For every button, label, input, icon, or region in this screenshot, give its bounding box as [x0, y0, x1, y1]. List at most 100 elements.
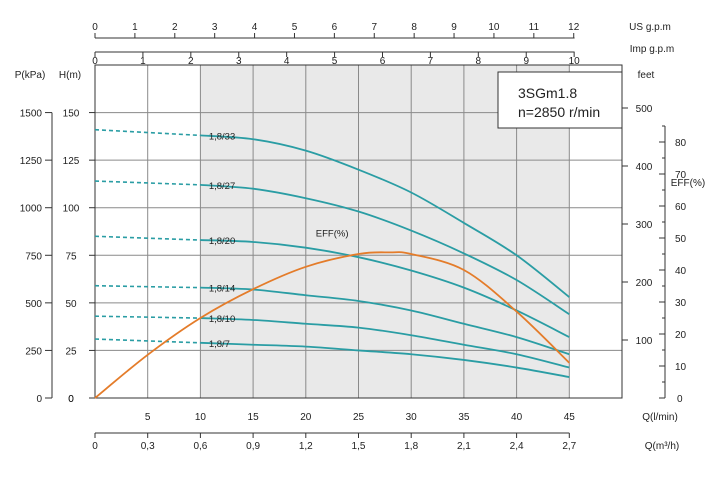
usgpm-tick-label: 2: [172, 22, 178, 33]
pressure-tick-label: 750: [25, 251, 42, 262]
usgpm-tick-label: 0: [92, 22, 98, 33]
feet-tick-label: 200: [636, 278, 653, 289]
head-curve-dashed: [94, 315, 201, 319]
curve-label: 1,8/33: [209, 131, 235, 142]
eff-tick-label: 80: [675, 138, 687, 149]
usgpm-unit: US g.p.m: [629, 22, 671, 33]
head-curves: 1,8/33 1,8/27 1,8/20 1,8/14 1,8/10 1,8/7: [94, 128, 570, 378]
impgpm-tick-label: 1: [140, 56, 146, 67]
eff-tick-label: 10: [675, 362, 687, 373]
head-curve-dashed: [94, 284, 201, 289]
head-curve: [200, 183, 570, 316]
curve-label: 1,8/14: [209, 284, 235, 295]
head-curve-dashed: [94, 180, 201, 186]
curve-label: 1,8/20: [209, 236, 235, 247]
impgpm-unit: Imp g.p.m: [630, 44, 674, 55]
efficiency-curve: EFF(%): [94, 228, 570, 399]
flow-tick-label: 15: [248, 412, 260, 423]
eff-tick-label: 70: [675, 170, 687, 181]
head-curve: [200, 317, 570, 369]
info-box: 3SGm1.8 n=2850 r/min: [497, 71, 623, 129]
flow-zero-label: 0: [68, 394, 74, 405]
head-curve: [200, 286, 570, 356]
eff-tick-label: 50: [675, 234, 687, 245]
speed-label: n=2850 r/min: [518, 104, 600, 120]
eff-tick-label: 40: [675, 266, 687, 277]
usgpm-tick-label: 3: [212, 22, 218, 33]
feet-tick-label: 100: [636, 336, 653, 347]
impgpm-tick-label: 0: [92, 56, 98, 67]
head-tick-label: 50: [65, 299, 77, 310]
pressure-tick-label: 250: [25, 346, 42, 357]
m3h-tick-label: 0,3: [141, 441, 155, 452]
curve-label: 1,8/10: [209, 314, 235, 325]
usgpm-tick-label: 10: [488, 22, 500, 33]
efficiency-line: [94, 251, 570, 399]
m3h-tick-label: 2,1: [457, 441, 471, 452]
head-tick-label: 25: [65, 346, 77, 357]
head-curve-dashed: [94, 128, 201, 137]
pressure-unit: P(kPa): [15, 70, 46, 81]
usgpm-tick-label: 9: [451, 22, 457, 33]
head-tick-label: 0: [68, 394, 74, 405]
head-tick-label: 125: [63, 156, 80, 167]
m3h-tick-label: 1,8: [404, 441, 418, 452]
impgpm-tick-label: 8: [476, 56, 482, 67]
head-tick-label: 75: [65, 251, 77, 262]
head-tick-label: 150: [63, 109, 80, 120]
impgpm-tick-label: 5: [332, 56, 338, 67]
usgpm-tick-label: 1: [132, 22, 138, 33]
chart-axes: 02550751001251500250500750100012501500P(…: [15, 22, 706, 452]
m3h-tick-label: 0,6: [193, 441, 207, 452]
feet-tick-label: 300: [636, 220, 653, 231]
feet-tick-label: 400: [636, 162, 653, 173]
flow-tick-label: 20: [300, 412, 312, 423]
usgpm-tick-label: 5: [292, 22, 298, 33]
usgpm-tick-label: 6: [332, 22, 338, 33]
m3h-unit: Q(m³/h): [645, 441, 679, 452]
m3h-tick-label: 0: [92, 441, 98, 452]
eff-tick-label: 30: [675, 298, 687, 309]
pressure-tick-label: 1250: [20, 156, 43, 167]
usgpm-tick-label: 4: [252, 22, 258, 33]
flow-tick-label: 45: [564, 412, 576, 423]
curve-label: 1,8/27: [209, 181, 235, 192]
pressure-tick-label: 0: [36, 394, 42, 405]
usgpm-tick-label: 7: [371, 22, 377, 33]
flow-tick-label: 40: [511, 412, 523, 423]
impgpm-tick-label: 10: [569, 56, 581, 67]
impgpm-tick-label: 3: [236, 56, 242, 67]
impgpm-tick-label: 7: [428, 56, 434, 67]
feet-unit: feet: [638, 70, 655, 81]
flow-tick-label: 35: [458, 412, 470, 423]
efficiency-label: EFF(%): [316, 228, 349, 239]
m3h-tick-label: 1,2: [299, 441, 313, 452]
head-tick-label: 100: [63, 204, 80, 215]
head-curve: [200, 134, 570, 298]
head-curve-dashed: [94, 235, 201, 241]
m3h-tick-label: 2,4: [510, 441, 524, 452]
pressure-tick-label: 1000: [20, 204, 43, 215]
eff-unit: EFF(%): [671, 178, 705, 189]
m3h-tick-label: 2,7: [562, 441, 576, 452]
head-curve: [200, 341, 570, 378]
impgpm-tick-label: 9: [523, 56, 529, 67]
impgpm-tick-label: 6: [380, 56, 386, 67]
curve-label: 1,8/7: [209, 339, 230, 350]
m3h-tick-label: 0,9: [246, 441, 260, 452]
eff-zero-label: 0: [677, 394, 683, 405]
head-curve-dashed: [94, 338, 201, 344]
flow-tick-label: 25: [353, 412, 365, 423]
pressure-tick-label: 500: [25, 299, 42, 310]
head-unit: H(m): [59, 70, 81, 81]
flow-tick-label: 10: [195, 412, 207, 423]
impgpm-tick-label: 4: [284, 56, 290, 67]
m3h-tick-label: 1,5: [352, 441, 366, 452]
usgpm-tick-label: 11: [529, 22, 540, 33]
usgpm-tick-label: 8: [411, 22, 417, 33]
eff-tick-label: 20: [675, 330, 687, 341]
usgpm-tick-label: 12: [568, 22, 580, 33]
flow-tick-label: 5: [145, 412, 151, 423]
flow-tick-label: 30: [406, 412, 418, 423]
